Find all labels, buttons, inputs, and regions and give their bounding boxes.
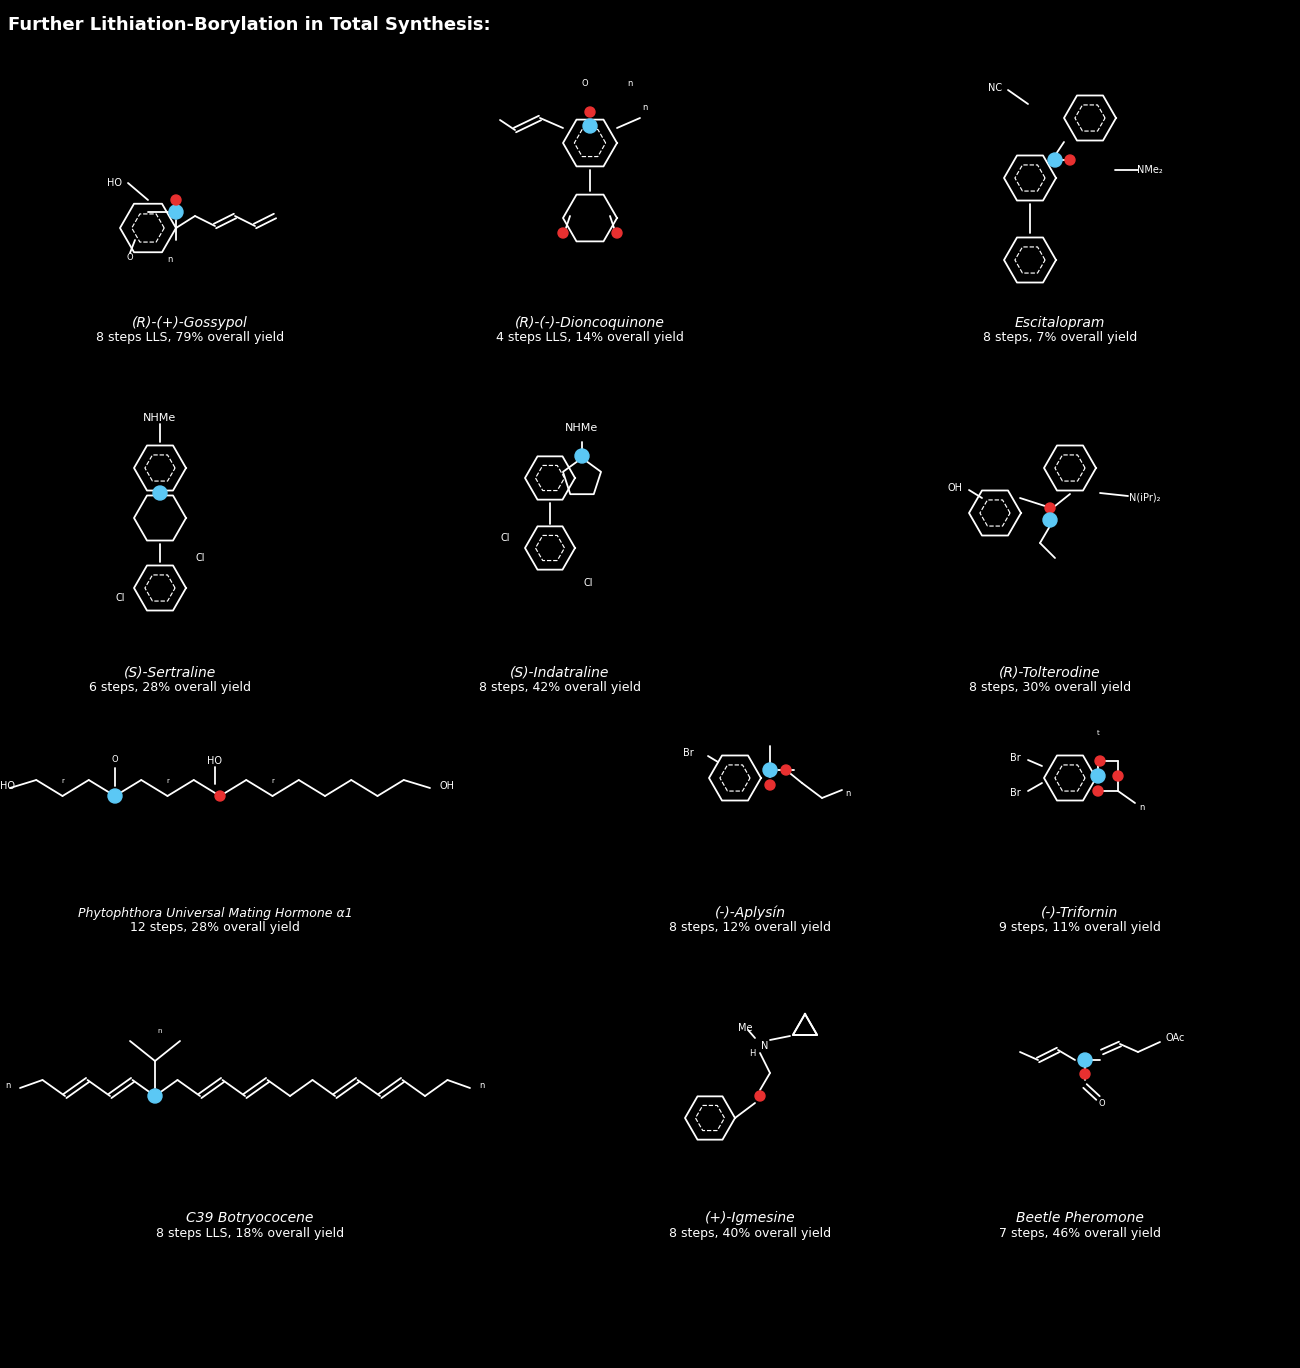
Circle shape bbox=[153, 486, 166, 499]
Text: C39 Botryococene: C39 Botryococene bbox=[186, 1211, 313, 1224]
Text: (-)-Aplysín: (-)-Aplysín bbox=[715, 906, 785, 921]
Text: n: n bbox=[642, 104, 647, 112]
Circle shape bbox=[1045, 503, 1056, 513]
Text: NHMe: NHMe bbox=[566, 423, 598, 434]
Text: 12 steps, 28% overall yield: 12 steps, 28% overall yield bbox=[130, 922, 300, 934]
Text: Further Lithiation-Borylation in Total Synthesis:: Further Lithiation-Borylation in Total S… bbox=[8, 16, 490, 34]
Text: H: H bbox=[749, 1048, 755, 1057]
Text: 8 steps, 7% overall yield: 8 steps, 7% overall yield bbox=[983, 331, 1138, 345]
Text: HO: HO bbox=[107, 178, 121, 187]
Text: 8 steps LLS, 18% overall yield: 8 steps LLS, 18% overall yield bbox=[156, 1227, 344, 1239]
Circle shape bbox=[1095, 757, 1105, 766]
Circle shape bbox=[764, 780, 775, 789]
Text: t: t bbox=[1097, 731, 1100, 736]
Circle shape bbox=[763, 763, 777, 777]
Text: HO: HO bbox=[0, 781, 16, 791]
Circle shape bbox=[1065, 155, 1075, 166]
Text: OH: OH bbox=[439, 781, 455, 791]
Circle shape bbox=[1093, 787, 1102, 796]
Text: Escitalopram: Escitalopram bbox=[1015, 316, 1105, 330]
Text: OH: OH bbox=[948, 483, 962, 492]
Text: (R)-(+)-Gossypol: (R)-(+)-Gossypol bbox=[133, 316, 248, 330]
Text: Br: Br bbox=[682, 748, 693, 758]
Text: n: n bbox=[628, 78, 633, 88]
Text: (R)-Tolterodine: (R)-Tolterodine bbox=[1000, 666, 1101, 680]
Text: 9 steps, 11% overall yield: 9 steps, 11% overall yield bbox=[1000, 922, 1161, 934]
Text: O: O bbox=[112, 755, 118, 765]
Circle shape bbox=[108, 789, 122, 803]
Text: 8 steps, 42% overall yield: 8 steps, 42% overall yield bbox=[478, 681, 641, 695]
Text: 8 steps, 12% overall yield: 8 steps, 12% overall yield bbox=[670, 922, 831, 934]
Text: O: O bbox=[1098, 1099, 1105, 1108]
Circle shape bbox=[612, 228, 621, 238]
Text: NMe₂: NMe₂ bbox=[1138, 166, 1164, 175]
Text: Phytophthora Universal Mating Hormone α1: Phytophthora Universal Mating Hormone α1 bbox=[78, 907, 352, 919]
Text: r: r bbox=[272, 778, 274, 784]
Circle shape bbox=[172, 196, 181, 205]
Text: 8 steps, 30% overall yield: 8 steps, 30% overall yield bbox=[968, 681, 1131, 695]
Circle shape bbox=[1048, 153, 1062, 167]
Text: r: r bbox=[61, 778, 64, 784]
Text: Me: Me bbox=[738, 1023, 753, 1033]
Text: Cl: Cl bbox=[500, 534, 510, 543]
Circle shape bbox=[558, 228, 568, 238]
Circle shape bbox=[575, 449, 589, 462]
Text: 8 steps, 40% overall yield: 8 steps, 40% overall yield bbox=[670, 1227, 831, 1239]
Text: HO: HO bbox=[208, 757, 222, 766]
Text: n: n bbox=[480, 1082, 485, 1090]
Text: n: n bbox=[157, 1027, 162, 1034]
Text: O: O bbox=[581, 78, 589, 88]
Text: N(iPr)₂: N(iPr)₂ bbox=[1130, 492, 1161, 503]
Circle shape bbox=[1113, 772, 1123, 781]
Text: Br: Br bbox=[1010, 752, 1020, 763]
Text: r: r bbox=[166, 778, 169, 784]
Text: 6 steps, 28% overall yield: 6 steps, 28% overall yield bbox=[88, 681, 251, 695]
Circle shape bbox=[1043, 513, 1057, 527]
Text: n: n bbox=[845, 788, 850, 798]
Text: n: n bbox=[5, 1082, 10, 1090]
Text: (-)-Trifornin: (-)-Trifornin bbox=[1041, 906, 1118, 921]
Text: NC: NC bbox=[988, 83, 1002, 93]
Text: (+)-Igmesine: (+)-Igmesine bbox=[705, 1211, 796, 1224]
Circle shape bbox=[169, 205, 183, 219]
Text: OAc: OAc bbox=[1165, 1033, 1184, 1042]
Text: (S)-Sertraline: (S)-Sertraline bbox=[124, 666, 216, 680]
Text: NHMe: NHMe bbox=[143, 413, 177, 423]
Text: 7 steps, 46% overall yield: 7 steps, 46% overall yield bbox=[998, 1227, 1161, 1239]
Text: Beetle Pheromone: Beetle Pheromone bbox=[1017, 1211, 1144, 1224]
Text: Br: Br bbox=[1010, 788, 1020, 798]
Circle shape bbox=[781, 765, 790, 776]
Text: Cl: Cl bbox=[195, 553, 205, 564]
Circle shape bbox=[755, 1092, 764, 1101]
Text: 8 steps LLS, 79% overall yield: 8 steps LLS, 79% overall yield bbox=[96, 331, 285, 345]
Text: O: O bbox=[126, 253, 134, 263]
Circle shape bbox=[148, 1089, 162, 1103]
Circle shape bbox=[1080, 1068, 1089, 1079]
Circle shape bbox=[1078, 1053, 1092, 1067]
Circle shape bbox=[214, 791, 225, 802]
Text: (R)-(-)-Dioncoquinone: (R)-(-)-Dioncoquinone bbox=[515, 316, 664, 330]
Text: Cl: Cl bbox=[116, 592, 125, 603]
Text: n: n bbox=[168, 256, 173, 264]
Text: (S)-Indatraline: (S)-Indatraline bbox=[511, 666, 610, 680]
Circle shape bbox=[585, 107, 595, 118]
Text: Cl: Cl bbox=[584, 579, 593, 588]
Text: N: N bbox=[762, 1041, 768, 1051]
Circle shape bbox=[1091, 769, 1105, 782]
Text: n: n bbox=[1139, 803, 1145, 813]
Circle shape bbox=[582, 119, 597, 133]
Text: 4 steps LLS, 14% overall yield: 4 steps LLS, 14% overall yield bbox=[497, 331, 684, 345]
